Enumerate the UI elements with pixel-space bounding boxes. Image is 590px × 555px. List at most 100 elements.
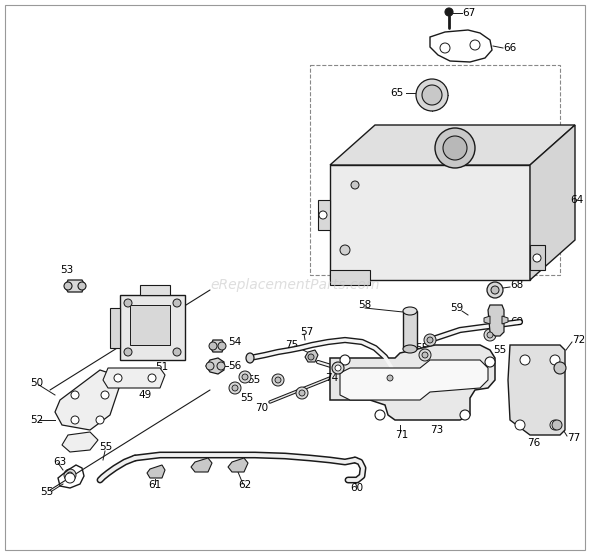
Text: 55: 55 [415, 343, 428, 353]
Text: 71: 71 [395, 430, 408, 440]
Circle shape [64, 469, 76, 481]
Polygon shape [318, 200, 330, 230]
Text: 70: 70 [255, 403, 268, 413]
Circle shape [67, 472, 73, 478]
Polygon shape [103, 368, 165, 388]
Circle shape [443, 136, 467, 160]
Polygon shape [110, 308, 120, 348]
Circle shape [275, 377, 281, 383]
Text: 55: 55 [40, 487, 53, 497]
Circle shape [419, 349, 431, 361]
Circle shape [470, 40, 480, 50]
Circle shape [487, 332, 493, 338]
Text: 66: 66 [503, 43, 516, 53]
Circle shape [554, 362, 566, 374]
Circle shape [217, 362, 225, 370]
Text: 55: 55 [493, 345, 506, 355]
Text: 72: 72 [572, 335, 585, 345]
Circle shape [422, 352, 428, 358]
Polygon shape [65, 280, 85, 292]
Polygon shape [330, 125, 575, 165]
Polygon shape [147, 465, 165, 478]
Text: 55: 55 [247, 375, 260, 385]
Circle shape [124, 299, 132, 307]
Text: 76: 76 [527, 438, 540, 448]
Circle shape [114, 374, 122, 382]
Text: 62: 62 [238, 480, 251, 490]
Circle shape [427, 337, 433, 343]
Circle shape [299, 390, 305, 396]
Circle shape [384, 372, 396, 384]
Circle shape [340, 245, 350, 255]
Circle shape [272, 374, 284, 386]
Circle shape [435, 128, 475, 168]
Circle shape [71, 416, 79, 424]
Polygon shape [330, 270, 370, 285]
Circle shape [440, 43, 450, 53]
Circle shape [232, 385, 238, 391]
Ellipse shape [403, 307, 417, 315]
Text: 50: 50 [30, 378, 43, 388]
Circle shape [101, 391, 109, 399]
Polygon shape [62, 432, 98, 452]
Text: 56: 56 [228, 361, 241, 371]
Circle shape [520, 355, 530, 365]
Circle shape [487, 282, 503, 298]
Circle shape [173, 299, 181, 307]
Text: 75: 75 [285, 340, 299, 350]
Text: 57: 57 [300, 327, 313, 337]
Circle shape [229, 382, 241, 394]
Circle shape [550, 355, 560, 365]
Polygon shape [340, 360, 488, 400]
Circle shape [416, 79, 448, 111]
Bar [403, 311, 417, 349]
Ellipse shape [403, 345, 417, 353]
Text: 52: 52 [30, 415, 43, 425]
Circle shape [351, 181, 359, 189]
Circle shape [124, 348, 132, 356]
Text: 58: 58 [358, 300, 371, 310]
Circle shape [296, 387, 308, 399]
Circle shape [460, 410, 470, 420]
Text: 49: 49 [138, 390, 151, 400]
Circle shape [71, 391, 79, 399]
Circle shape [484, 329, 496, 341]
Circle shape [206, 362, 214, 370]
Polygon shape [206, 358, 224, 374]
Text: 63: 63 [53, 457, 66, 467]
Text: 67: 67 [462, 8, 476, 18]
Circle shape [96, 416, 104, 424]
Circle shape [148, 374, 156, 382]
Polygon shape [508, 345, 565, 435]
Circle shape [445, 8, 453, 16]
Circle shape [319, 211, 327, 219]
Circle shape [218, 342, 226, 350]
Circle shape [424, 334, 436, 346]
Circle shape [387, 375, 393, 381]
Text: 69: 69 [510, 317, 523, 327]
Text: 77: 77 [567, 433, 580, 443]
Polygon shape [140, 285, 170, 295]
Polygon shape [502, 316, 508, 324]
Circle shape [65, 473, 75, 483]
Polygon shape [210, 340, 225, 352]
Circle shape [332, 362, 344, 374]
Polygon shape [530, 125, 575, 280]
Text: eReplacementParts.com: eReplacementParts.com [210, 278, 380, 292]
Text: 74: 74 [325, 373, 338, 383]
Circle shape [340, 355, 350, 365]
Text: 60: 60 [350, 483, 363, 493]
Circle shape [173, 348, 181, 356]
Text: 55: 55 [99, 442, 112, 452]
Polygon shape [120, 295, 185, 360]
Circle shape [239, 371, 251, 383]
Polygon shape [55, 370, 120, 430]
Circle shape [308, 354, 314, 360]
Text: 54: 54 [228, 337, 241, 347]
Circle shape [552, 420, 562, 430]
Circle shape [209, 342, 217, 350]
Ellipse shape [246, 353, 254, 363]
Bar [130, 305, 170, 345]
Text: 64: 64 [570, 195, 584, 205]
Circle shape [491, 286, 499, 294]
